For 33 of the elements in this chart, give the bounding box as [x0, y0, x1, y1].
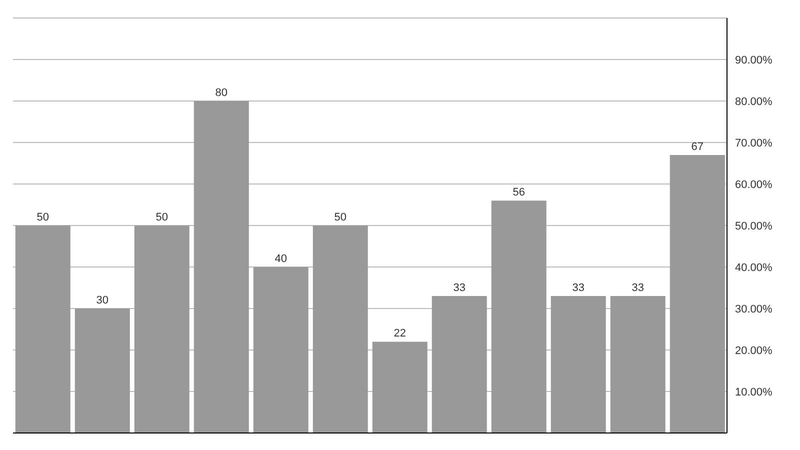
data-label: 80 — [215, 87, 228, 99]
y-tick-label: 20.00% — [735, 344, 773, 357]
bar — [253, 267, 308, 433]
bar — [372, 342, 428, 433]
bar — [610, 296, 666, 433]
data-label: 33 — [572, 282, 585, 294]
bar — [670, 154, 725, 433]
bar — [15, 226, 70, 433]
bar — [194, 101, 249, 433]
data-label: 56 — [512, 186, 526, 199]
y-tick-label: 30.00% — [735, 303, 773, 316]
bar — [432, 296, 487, 433]
y-tick-label: 50.00% — [735, 220, 773, 232]
y-tick-label: 40.00% — [735, 262, 773, 274]
y-tick-label: 60.00% — [735, 178, 773, 191]
data-label: 33 — [632, 282, 644, 294]
y-tick-label: 80.00% — [735, 96, 773, 108]
data-label: 50 — [334, 212, 347, 224]
data-label: 67 — [691, 140, 704, 153]
bar — [312, 226, 368, 433]
y-tick-label: 70.00% — [735, 137, 773, 150]
data-label: 50 — [156, 212, 168, 224]
data-label: 22 — [394, 328, 406, 340]
bar — [134, 226, 190, 433]
y-tick-label: 90.00% — [735, 54, 773, 66]
data-label: 50 — [36, 212, 50, 224]
bar — [74, 308, 130, 433]
y-tick-label: 10.00% — [735, 386, 773, 398]
bar — [550, 296, 606, 433]
data-label: 33 — [453, 282, 466, 294]
data-label: 30 — [96, 294, 109, 306]
bar — [491, 200, 546, 433]
data-label: 40 — [274, 253, 288, 265]
